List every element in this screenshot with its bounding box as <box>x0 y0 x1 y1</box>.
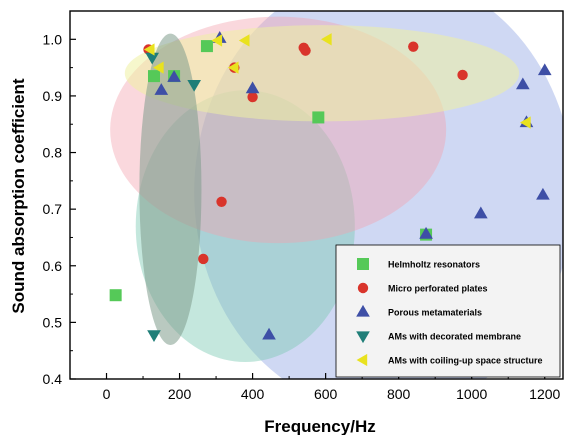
y-tick-label: 0.7 <box>43 201 63 217</box>
data-point-series-2 <box>198 253 209 265</box>
data-point-series-2 <box>408 41 419 52</box>
legend-marker-series-1 <box>357 258 369 270</box>
data-point-series-5 <box>153 61 164 74</box>
data-point-series-3 <box>245 81 260 94</box>
data-point-series-4 <box>147 330 161 342</box>
data-point-series-2 <box>457 69 468 81</box>
y-tick-label: 1.0 <box>43 31 63 47</box>
data-point-series-3 <box>536 187 550 200</box>
legend: Helmholtz resonators Micro perforated pla… <box>335 244 561 378</box>
data-point-series-2 <box>300 45 311 56</box>
data-point-series-4 <box>187 79 201 92</box>
points-layer <box>109 31 552 342</box>
plot-frame <box>69 10 564 380</box>
legend-marker-series-2 <box>357 282 369 294</box>
data-point-series-3 <box>262 327 276 340</box>
data-point-series-5 <box>143 43 155 56</box>
data-point-series-3 <box>167 70 181 82</box>
x-axis-title: Frequency/Hz <box>264 417 375 435</box>
region-ellipse-3 <box>124 25 520 122</box>
x-tick-label: 0 <box>103 386 111 402</box>
data-point-series-1 <box>109 289 122 302</box>
data-point-series-5 <box>238 34 250 47</box>
data-point-series-4 <box>145 52 159 65</box>
legend-marker-series-3 <box>356 304 370 317</box>
y-tick-label: 0.9 <box>43 88 63 104</box>
legend-box <box>335 244 561 378</box>
data-point-series-3 <box>154 83 169 95</box>
y-tick-label: 0.5 <box>43 314 63 330</box>
x-tick-label: 600 <box>314 386 338 402</box>
data-point-series-2 <box>247 91 258 103</box>
legend-marker-series-4 <box>356 331 370 344</box>
data-point-series-5 <box>211 34 223 47</box>
data-point-series-1 <box>147 70 160 83</box>
data-point-series-5 <box>227 61 239 74</box>
legend-label-series-1: Helmholtz resonators <box>388 260 480 270</box>
data-point-series-2 <box>216 196 227 207</box>
x-tick-label: 200 <box>168 386 192 402</box>
legend-label-series-5: AMs with coiling-up space structure <box>388 356 543 366</box>
x-tick-label: 1200 <box>529 386 560 402</box>
legend-label-series-2: Micro perforated plates <box>388 284 488 294</box>
data-point-series-3 <box>419 226 433 239</box>
data-point-series-3 <box>516 77 530 90</box>
data-point-series-1 <box>312 111 325 124</box>
x-tick-label: 400 <box>241 386 265 402</box>
data-point-series-5 <box>321 33 332 46</box>
legend-marker-series-5 <box>356 353 368 367</box>
legend-label-series-4: AMs with decorated membrane <box>388 332 521 342</box>
data-point-series-3 <box>474 206 488 219</box>
data-point-series-5 <box>520 116 531 129</box>
y-tick-label: 0.6 <box>43 258 63 274</box>
x-tick-label: 1000 <box>456 386 487 402</box>
y-tick-label: 0.8 <box>43 145 63 161</box>
data-point-series-1 <box>200 40 213 53</box>
legend-label-series-3: Porous metamaterials <box>388 308 482 318</box>
region-ellipse-4 <box>139 33 202 346</box>
y-tick-label: 0.4 <box>43 371 63 387</box>
y-axis-title: Sound absorption coefficient <box>9 78 28 314</box>
x-tick-label: 800 <box>387 386 411 402</box>
data-point-series-3 <box>537 63 552 76</box>
regions-layer <box>110 11 563 379</box>
